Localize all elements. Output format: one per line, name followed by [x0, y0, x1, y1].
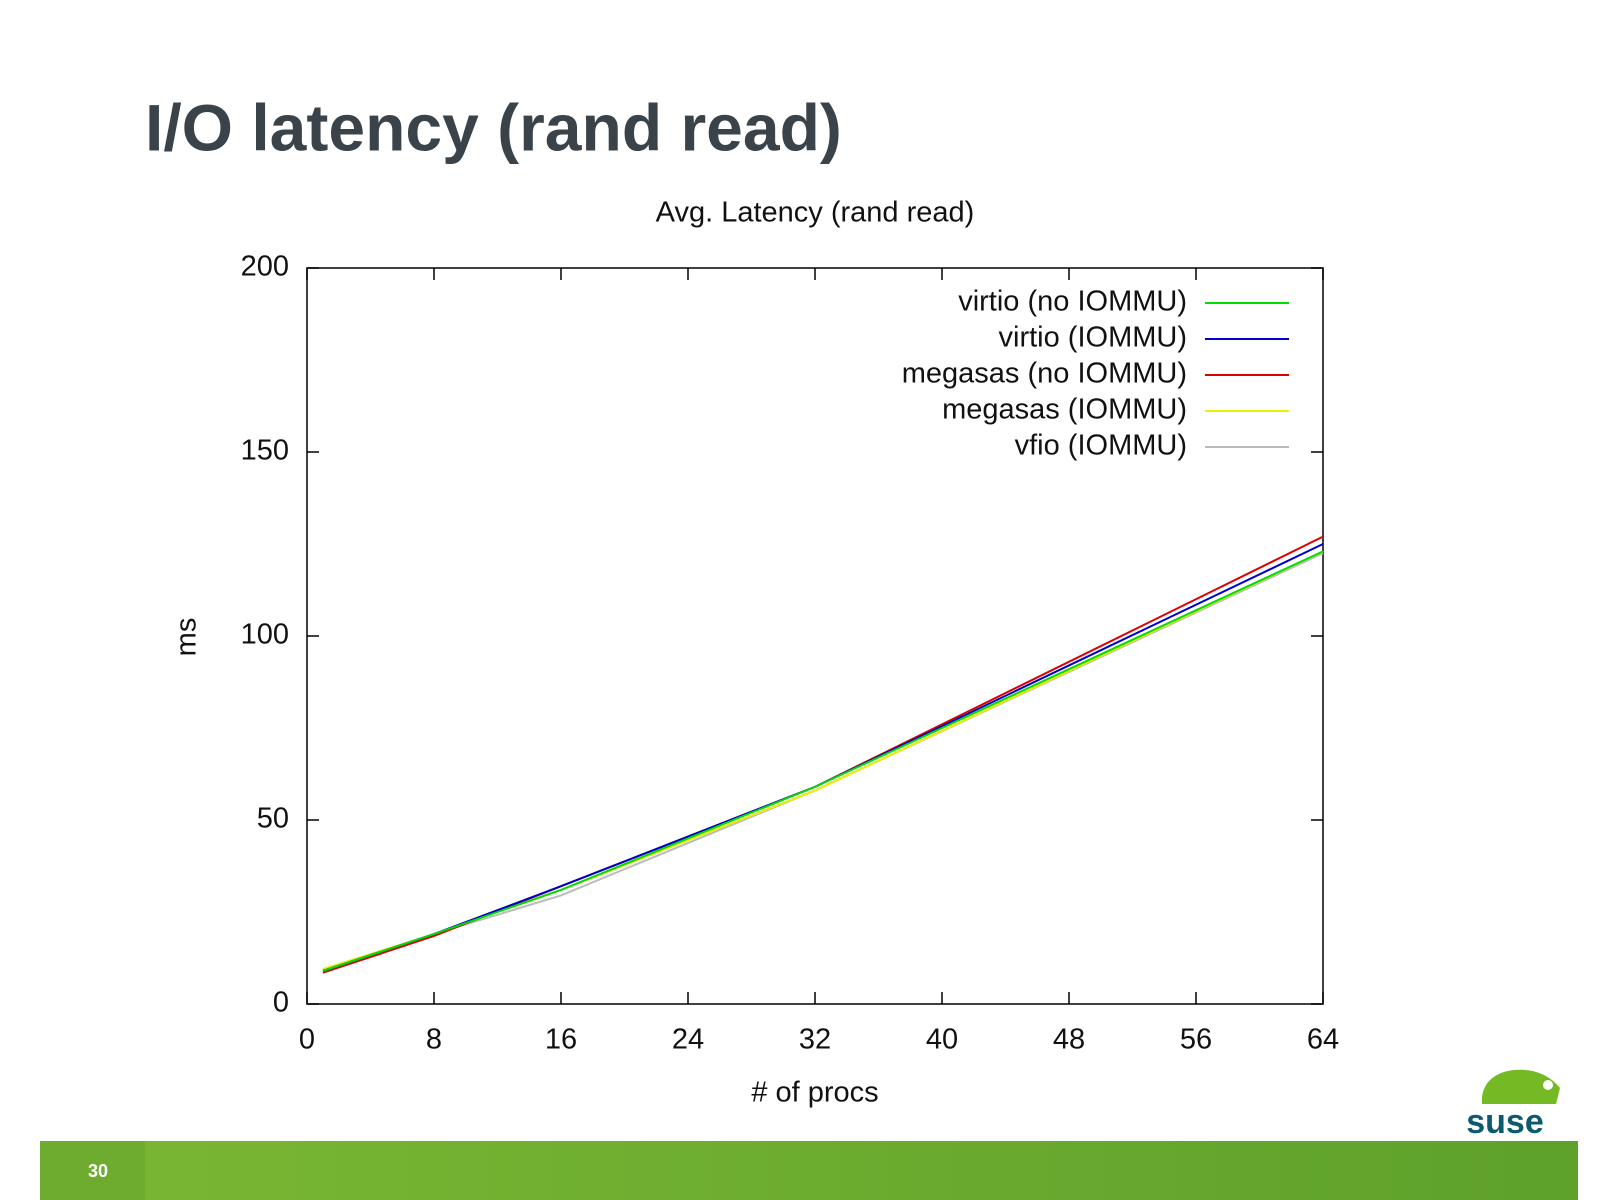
x-tick-label: 48: [1053, 1024, 1085, 1056]
logo-eye: [1543, 1080, 1553, 1090]
y-tick-label: 200: [241, 251, 289, 283]
logo-text: suse: [1466, 1103, 1544, 1141]
x-tick-label: 40: [926, 1024, 958, 1056]
series-line: [322, 543, 1324, 972]
y-tick-label: 100: [241, 619, 289, 651]
x-axis-label: # of procs: [751, 1077, 878, 1109]
y-tick-label: 150: [241, 435, 289, 467]
slide-title: I/O latency (rand read): [145, 90, 842, 164]
x-tick-label: 24: [672, 1024, 704, 1056]
legend-label: megasas (no IOMMU): [902, 358, 1187, 390]
series-line: [322, 535, 1324, 974]
logo: suse: [1466, 1069, 1560, 1141]
legend-label: vfio (IOMMU): [1015, 430, 1187, 462]
series-line: [322, 550, 1324, 972]
footer-bar: [40, 1141, 1578, 1200]
x-tick-label: 56: [1180, 1024, 1212, 1056]
y-axis-label: ms: [171, 618, 203, 657]
x-tick-label: 64: [1307, 1024, 1339, 1056]
chart: 0 50 100 150 200 0 8 16 24 32 40 48 56 64 virtio (no I…: [241, 251, 1340, 1056]
legend-label: megasas (IOMMU): [942, 394, 1187, 426]
legend-label: virtio (no IOMMU): [958, 286, 1187, 318]
series-line: [322, 550, 1324, 970]
x-tick-label: 8: [426, 1024, 442, 1056]
plot-frame: [306, 267, 1324, 1005]
legend-label: virtio (IOMMU): [999, 322, 1187, 354]
logo-chameleon: [1481, 1069, 1560, 1104]
page-number-box: [40, 1141, 145, 1200]
x-tick-label: 0: [299, 1024, 315, 1056]
y-tick-label: 50: [257, 803, 289, 835]
x-tick-label: 16: [545, 1024, 577, 1056]
y-tick-label: 0: [273, 987, 289, 1019]
x-tick-label: 32: [799, 1024, 831, 1056]
page-number: 30: [88, 1161, 108, 1181]
chart-title: Avg. Latency (rand read): [656, 197, 975, 229]
